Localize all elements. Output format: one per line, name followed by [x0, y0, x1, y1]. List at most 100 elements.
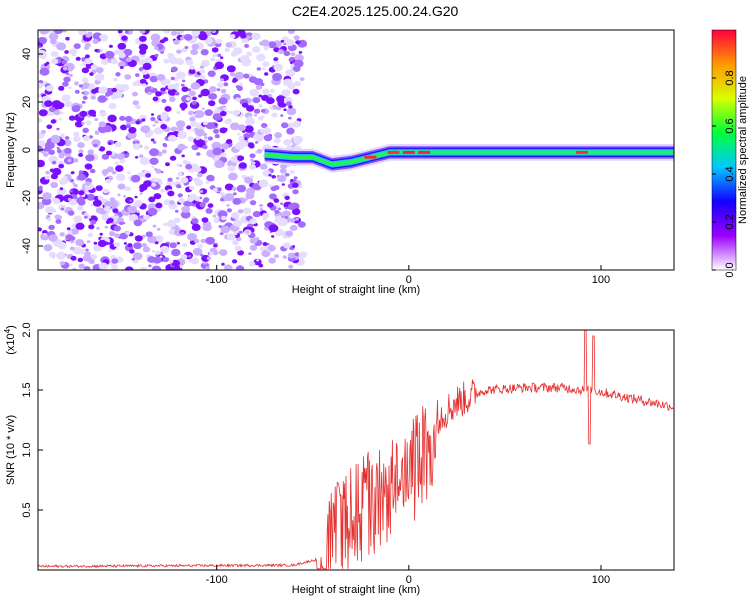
noise-speckle — [251, 161, 256, 165]
noise-speckle — [246, 187, 255, 195]
colorbar-tick-label: 0.0 — [724, 262, 736, 277]
noise-speckle — [240, 33, 247, 39]
noise-speckle — [177, 131, 188, 139]
noise-speckle — [248, 252, 252, 255]
noise-speckle — [160, 188, 166, 193]
noise-speckle — [277, 175, 287, 183]
noise-speckle — [45, 61, 50, 65]
noise-speckle — [108, 44, 113, 48]
noise-speckle — [94, 130, 99, 133]
noise-speckle — [288, 116, 292, 120]
noise-speckle — [92, 114, 97, 117]
noise-speckle — [252, 97, 261, 104]
noise-speckle — [154, 53, 159, 58]
spectrogram-panel: -100 0 100 -40 -20 0 20 40 Height of straight l… — [5, 29, 675, 296]
noise-speckle — [83, 212, 89, 217]
noise-speckle — [194, 238, 200, 244]
noise-speckle — [219, 249, 228, 256]
noise-speckle — [72, 136, 81, 143]
noise-speckle — [58, 85, 65, 91]
noise-speckle — [67, 230, 73, 235]
noise-speckle — [208, 251, 214, 256]
y-tick-label: -20 — [21, 190, 33, 206]
noise-speckle — [101, 153, 110, 160]
noise-speckle — [177, 193, 183, 198]
noise-speckle — [57, 241, 67, 250]
noise-speckle — [261, 39, 270, 47]
noise-speckle — [181, 47, 188, 53]
noise-speckle — [181, 206, 191, 213]
bottom-ylabel: SNR (10 * v/v) — [5, 415, 17, 485]
noise-speckle — [235, 265, 245, 270]
noise-speckle — [127, 243, 133, 248]
noise-speckle — [237, 155, 245, 161]
noise-speckle — [112, 90, 123, 99]
noise-speckle — [90, 254, 97, 260]
noise-speckle — [79, 110, 88, 117]
noise-speckle — [288, 264, 294, 269]
noise-speckle — [77, 173, 87, 181]
noise-speckle — [210, 154, 214, 158]
noise-speckle — [62, 81, 69, 87]
noise-speckle — [113, 77, 118, 82]
noise-speckle — [214, 160, 225, 169]
noise-speckle — [84, 54, 90, 59]
noise-speckle — [128, 126, 137, 134]
noise-speckle — [147, 91, 152, 96]
noise-speckle — [144, 145, 150, 150]
noise-speckle — [64, 136, 70, 140]
noise-speckle — [138, 154, 144, 158]
ridge-peak — [418, 150, 431, 154]
noise-speckle — [91, 88, 98, 94]
noise-speckle — [220, 225, 231, 234]
noise-speckle — [164, 106, 172, 112]
noise-speckle — [220, 143, 229, 150]
y-tick-label: 0.5 — [21, 502, 33, 517]
noise-speckle — [85, 33, 92, 38]
noise-speckle — [268, 257, 276, 264]
noise-speckle — [82, 127, 89, 133]
noise-speckle — [124, 186, 131, 192]
noise-speckle — [214, 134, 220, 139]
noise-speckle — [214, 61, 224, 70]
noise-speckle — [61, 59, 67, 65]
noise-speckle — [281, 122, 289, 129]
noise-speckle — [200, 88, 210, 97]
noise-speckle — [122, 221, 126, 225]
noise-speckle — [242, 207, 252, 215]
noise-speckle — [232, 192, 237, 196]
noise-speckle — [273, 63, 283, 72]
noise-speckle — [225, 42, 233, 48]
noise-speckle — [43, 152, 49, 157]
noise-speckle — [70, 228, 79, 235]
x-tick-label: -100 — [206, 574, 228, 586]
noise-speckle — [41, 197, 52, 206]
noise-speckle — [280, 202, 284, 205]
noise-speckle — [155, 254, 159, 257]
noise-speckle — [56, 146, 60, 150]
noise-speckle — [183, 34, 193, 41]
noise-speckle — [190, 257, 199, 265]
noise-speckle — [190, 121, 198, 127]
noise-speckle — [39, 30, 49, 35]
noise-speckle — [169, 260, 174, 264]
colorbar-label: Normalized spectral amplitude — [737, 76, 749, 224]
noise-speckle — [125, 57, 132, 63]
y-tick-label: -40 — [21, 238, 33, 254]
noise-speckle — [138, 43, 148, 51]
noise-speckle — [57, 187, 67, 196]
noise-speckle — [179, 265, 184, 269]
noise-speckle — [160, 245, 170, 254]
noise-speckle — [231, 186, 237, 191]
noise-speckle — [269, 184, 273, 187]
noise-speckle — [226, 208, 232, 213]
noise-speckle — [276, 106, 282, 111]
noise-speckle — [81, 91, 85, 95]
noise-speckle — [92, 39, 99, 44]
noise-speckle — [175, 209, 179, 213]
noise-speckle — [188, 68, 196, 75]
noise-speckle — [77, 257, 84, 263]
noise-speckle — [74, 89, 80, 94]
noise-speckle — [261, 123, 268, 128]
noise-speckle — [98, 121, 107, 128]
